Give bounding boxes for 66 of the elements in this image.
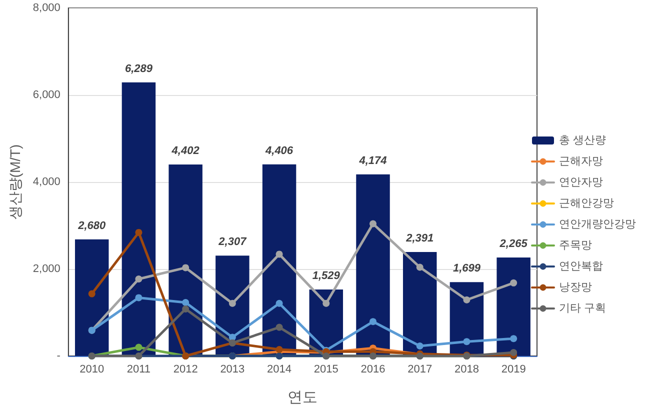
y-tick-label: 2,000 xyxy=(32,263,60,275)
point xyxy=(182,264,190,272)
point xyxy=(370,318,376,326)
x-tick-label: 2010 xyxy=(80,364,104,376)
bar xyxy=(262,164,296,356)
point xyxy=(416,342,424,350)
point xyxy=(276,346,283,353)
legend-label: 연안자망 xyxy=(559,176,603,188)
point xyxy=(463,338,470,346)
data-label: 4,174 xyxy=(358,154,387,167)
x-axis-title: 연도 xyxy=(288,389,318,406)
point xyxy=(135,294,142,302)
legend-label: 기타 구획 xyxy=(559,302,606,314)
legend-label: 주목망 xyxy=(559,240,592,252)
legend-label: 총 생산량 xyxy=(559,134,606,146)
data-label: 2,265 xyxy=(498,238,528,250)
point xyxy=(276,250,283,258)
point xyxy=(416,264,424,271)
point xyxy=(276,324,283,331)
x-tick-label: 2013 xyxy=(220,364,245,376)
data-label: 2,307 xyxy=(218,236,248,248)
legend-label: 낭장망 xyxy=(559,282,592,294)
point xyxy=(182,306,190,313)
legend-label: 근해자망 xyxy=(559,156,603,168)
y-tick-label: 8,000 xyxy=(32,2,60,14)
bar xyxy=(356,174,390,356)
data-label: 2,680 xyxy=(77,220,106,232)
point xyxy=(228,300,236,307)
bar xyxy=(122,82,156,356)
point xyxy=(510,335,518,342)
point xyxy=(463,296,470,304)
data-label: 6,289 xyxy=(124,62,154,75)
point xyxy=(182,298,190,306)
legend-label: 연안복합 xyxy=(559,260,603,272)
point xyxy=(135,344,142,351)
data-label: 4,406 xyxy=(264,144,294,157)
point xyxy=(510,349,518,356)
x-tick-label: 2018 xyxy=(454,364,479,376)
x-tick-label: 2016 xyxy=(360,364,386,376)
x-tick-label: 2017 xyxy=(408,364,432,376)
point xyxy=(370,220,376,228)
data-label: 2,391 xyxy=(405,232,434,244)
bar xyxy=(74,239,109,356)
y-tick-label: 4,000 xyxy=(32,176,60,188)
point xyxy=(88,290,96,298)
point xyxy=(135,228,142,236)
x-tick-label: 2019 xyxy=(501,364,526,376)
point xyxy=(510,279,518,286)
y-tick-label: 6,000 xyxy=(32,89,60,101)
point xyxy=(276,300,283,307)
data-label: 1,529 xyxy=(312,270,341,282)
x-tick-label: 2012 xyxy=(173,364,198,376)
x-tick-label: 2015 xyxy=(314,364,338,376)
y-tick-label: - xyxy=(56,350,61,362)
y-axis-title: 생산량(M/T) xyxy=(7,144,23,220)
x-tick-label: 2011 xyxy=(126,364,151,376)
data-label: 1,699 xyxy=(452,262,482,275)
bar xyxy=(168,164,202,356)
point xyxy=(322,300,330,307)
x-tick-label: 2014 xyxy=(267,364,292,376)
legend-label: 연안개량안강망 xyxy=(559,218,636,230)
data-label: 4,402 xyxy=(170,145,200,158)
point xyxy=(135,276,142,283)
bar xyxy=(402,252,437,356)
legend-label: 근해안강망 xyxy=(559,198,614,210)
bar xyxy=(496,257,530,356)
